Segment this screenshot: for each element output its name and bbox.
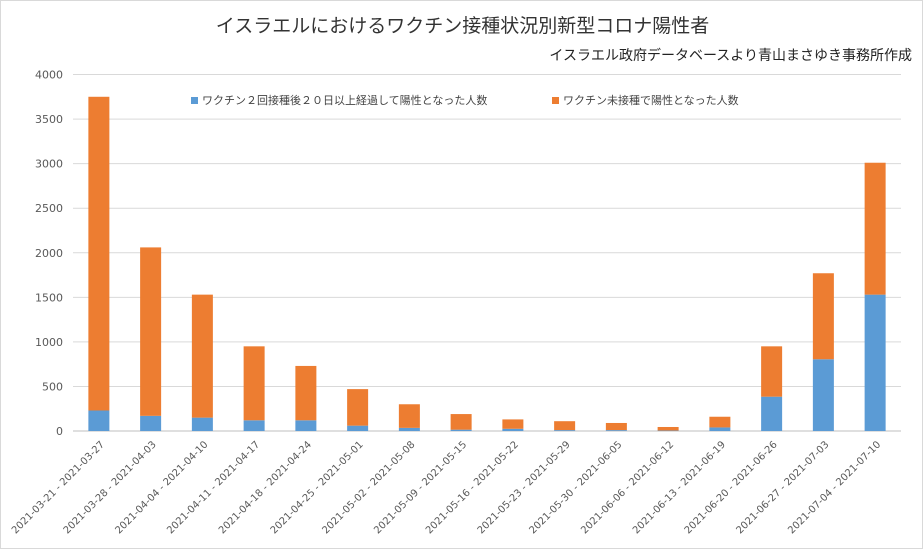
y-tick-label: 1000 <box>35 336 63 349</box>
legend-label: ワクチン未接種で陽性となった人数 <box>563 94 739 107</box>
bar-segment <box>812 273 834 360</box>
bar-segment <box>812 359 834 431</box>
bar-segment <box>605 422 627 431</box>
x-tick-label: 2021-03-21 - 2021-03-27 <box>10 439 107 536</box>
bar-segment <box>295 365 317 421</box>
y-tick-label: 500 <box>42 380 63 393</box>
x-tick-label: 2021-05-09 - 2021-05-15 <box>372 439 469 536</box>
y-tick-label: 2000 <box>35 247 63 260</box>
bar-segment <box>554 421 576 431</box>
chart-subtitle: イスラエル政府データベースより青山まさゆき事務所作成 <box>549 48 912 64</box>
y-tick-label: 2500 <box>35 202 63 215</box>
x-tick-label: 2021-04-18 - 2021-04-24 <box>217 439 314 536</box>
bar-segment <box>191 417 213 431</box>
legend-item-unvaccinated: ワクチン未接種で陽性となった人数 <box>552 92 739 108</box>
bar-segment <box>243 420 265 431</box>
bar-segment <box>295 420 317 431</box>
legend-item-vaccinated: ワクチン２回接種後２０日以上経過して陽性となった人数 <box>191 92 487 108</box>
x-tick-label: 2021-04-11 - 2021-04-17 <box>165 439 262 536</box>
x-tick-label: 2021-05-23 - 2021-05-29 <box>476 439 573 536</box>
bar-segment <box>88 96 110 411</box>
x-tick-label: 2021-06-06 - 2021-06-12 <box>579 439 676 536</box>
bar-segment <box>347 389 369 426</box>
y-tick-label: 3500 <box>35 113 63 126</box>
x-tick-label: 2021-06-13 - 2021-06-19 <box>631 439 728 536</box>
bar-segment <box>761 346 783 397</box>
y-tick-label: 3000 <box>35 158 63 171</box>
y-tick-label: 0 <box>56 425 63 438</box>
y-tick-label: 4000 <box>35 69 63 82</box>
bar-segment <box>450 429 472 431</box>
y-tick-label: 1500 <box>35 291 63 304</box>
x-tick-label: 2021-05-02 - 2021-05-08 <box>320 439 417 536</box>
bar-segment <box>140 415 162 431</box>
bar-segment <box>88 410 110 431</box>
x-tick-label: 2021-03-28 - 2021-04-03 <box>62 439 159 536</box>
bar-segment <box>864 162 886 295</box>
bar-segment <box>864 294 886 431</box>
bar-segment <box>554 430 576 431</box>
bar-segment <box>191 294 213 418</box>
bar-segment <box>243 346 265 421</box>
x-tick-label: 2021-04-25 - 2021-05-01 <box>269 439 366 536</box>
x-tick-label: 2021-07-04 - 2021-07-10 <box>786 439 883 536</box>
legend-swatch <box>552 96 559 104</box>
bar-segment <box>347 425 369 431</box>
bar-segment <box>140 247 162 416</box>
bar-segment <box>709 427 731 431</box>
bar-segment <box>605 430 627 431</box>
x-tick-label: 2021-05-30 - 2021-06-05 <box>527 439 624 536</box>
bar-segment <box>502 419 524 429</box>
x-tick-label: 2021-04-04 - 2021-04-10 <box>113 439 210 536</box>
x-tick-label: 2021-06-20 - 2021-06-26 <box>683 439 780 536</box>
x-tick-label: 2021-06-27 - 2021-07-03 <box>734 439 831 536</box>
chart-title: イスラエルにおけるワクチン接種状況別新型コロナ陽性者 <box>215 15 710 37</box>
bar-segment <box>657 426 679 431</box>
bar-segment <box>761 396 783 431</box>
bar-segment <box>398 427 420 431</box>
bar-segment <box>502 428 524 431</box>
x-tick-label: 2021-05-16 - 2021-05-22 <box>424 439 521 536</box>
legend-swatch <box>191 96 198 104</box>
bar-segment <box>450 414 472 430</box>
legend-label: ワクチン２回接種後２０日以上経過して陽性となった人数 <box>202 94 488 107</box>
bar-segment <box>398 404 420 428</box>
bar-segment <box>709 416 731 428</box>
